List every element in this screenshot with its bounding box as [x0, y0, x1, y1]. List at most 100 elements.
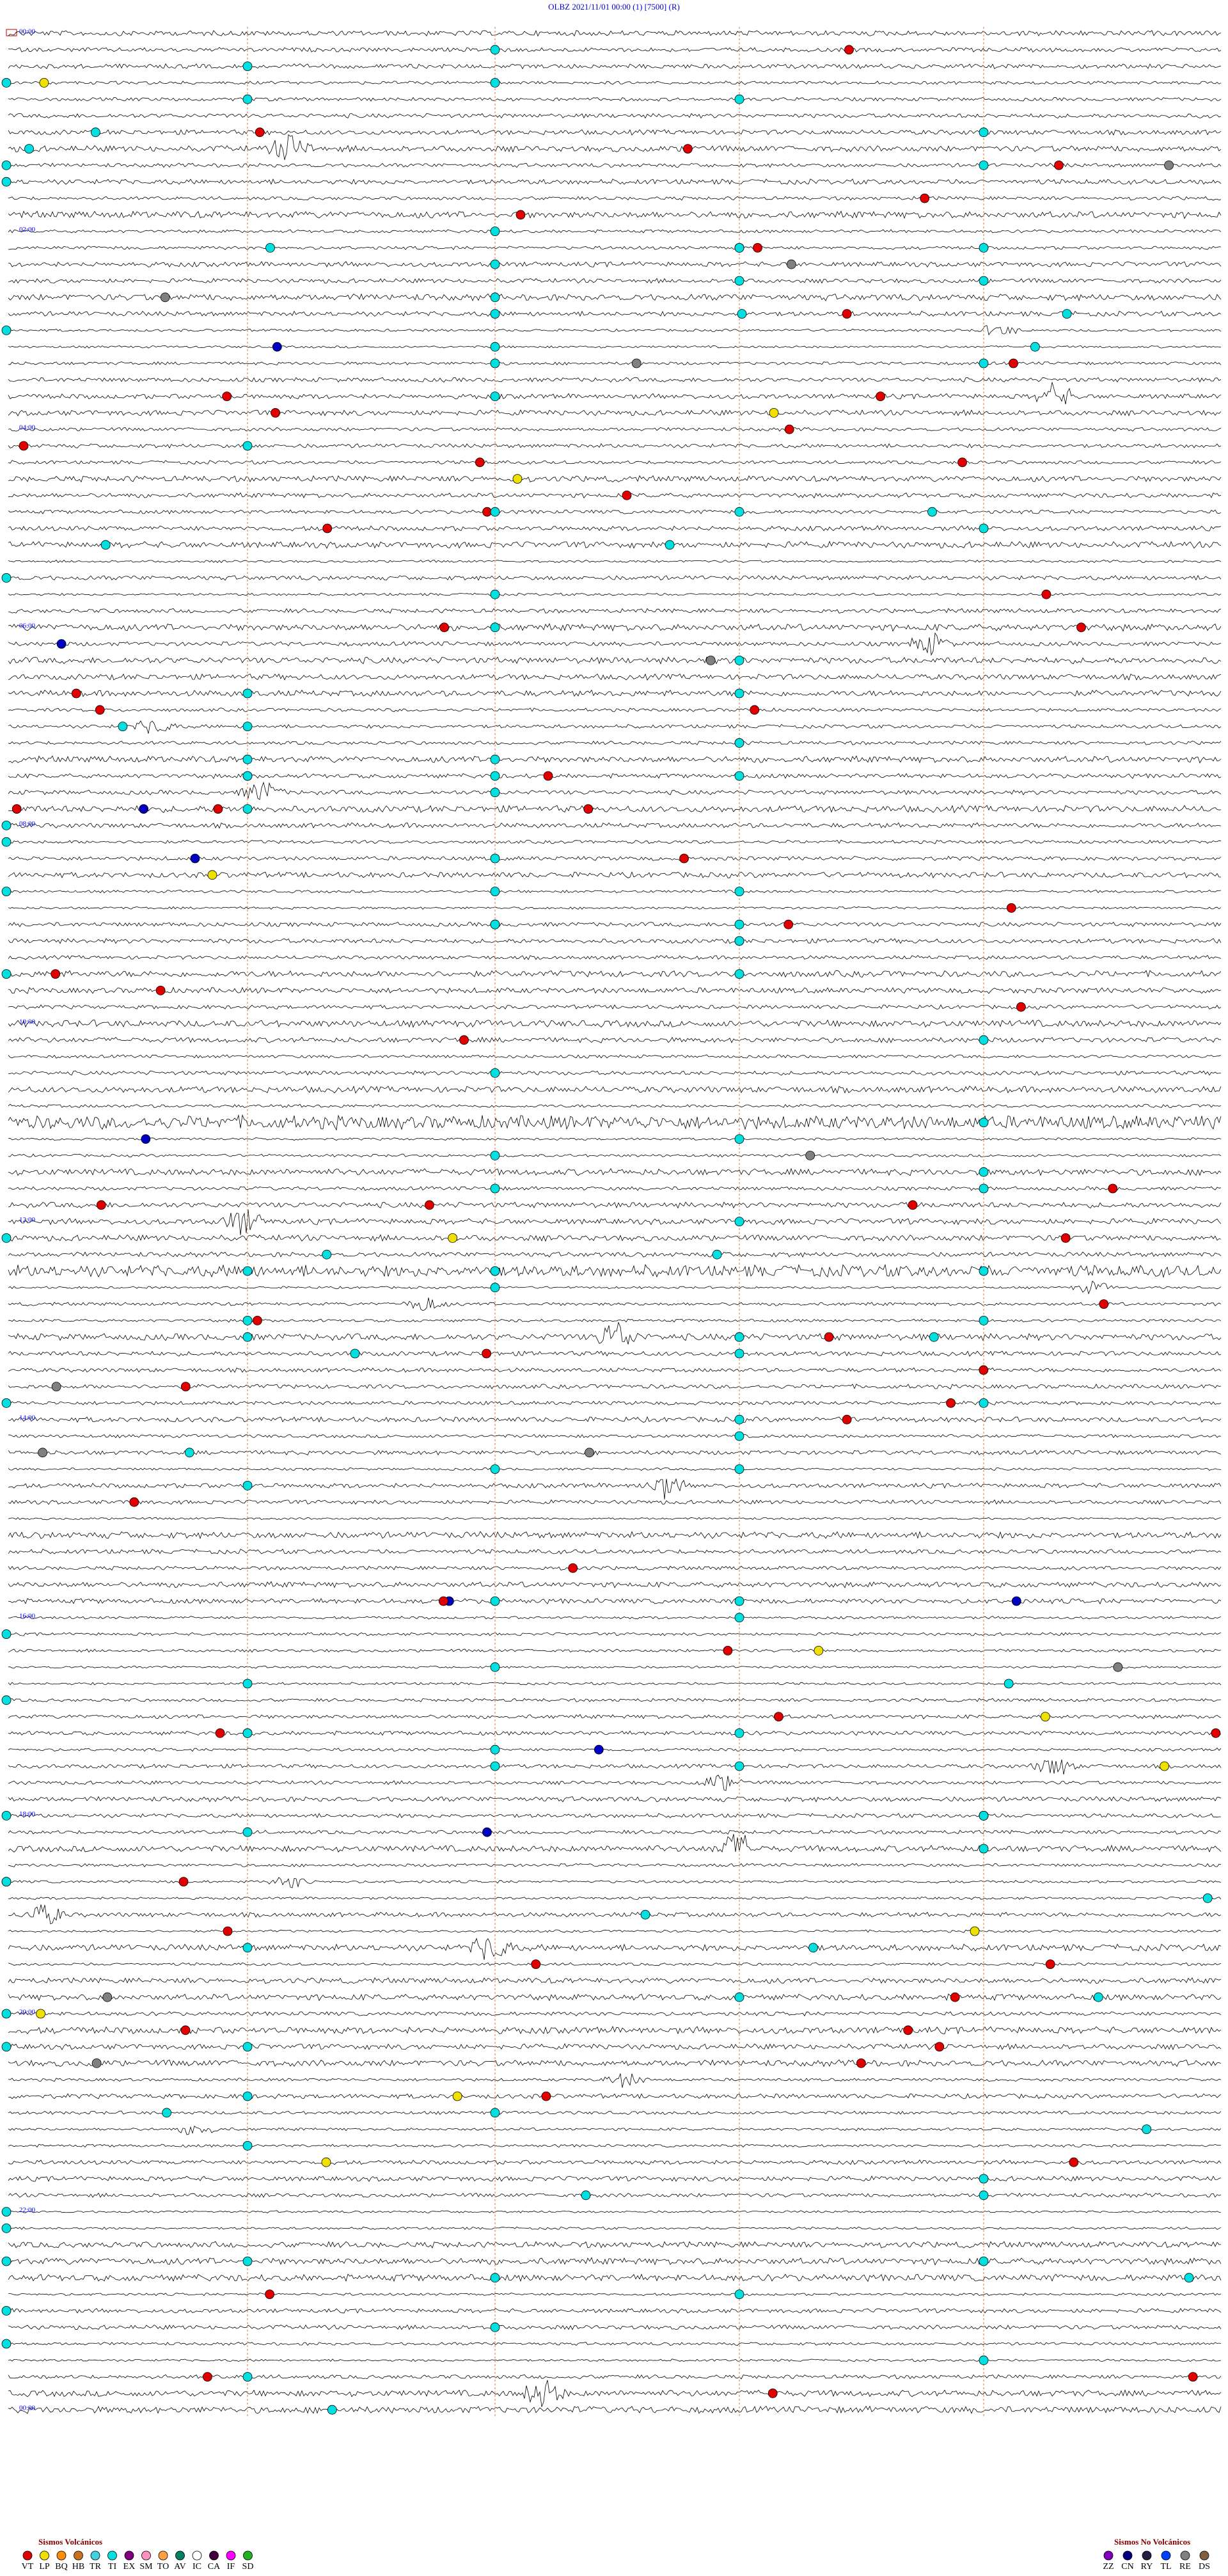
event-marker: [482, 507, 492, 517]
trace: [8, 1434, 1222, 1439]
trace: [8, 382, 1222, 405]
trace: [8, 1730, 1222, 1736]
event-marker: [844, 45, 854, 55]
trace: [8, 2210, 1221, 2213]
event-marker: [1, 2256, 12, 2266]
trace: [8, 2043, 1222, 2051]
event-marker: [242, 441, 253, 451]
event-marker: [155, 986, 166, 995]
trace: [8, 689, 1222, 697]
legend-label: VT: [22, 2562, 34, 2572]
trace: [8, 1281, 1222, 1295]
event-marker: [184, 1448, 194, 1458]
event-marker: [734, 1217, 744, 1226]
trace: [8, 970, 1222, 978]
trace: [8, 1698, 1222, 1702]
event-marker: [207, 870, 217, 880]
event-marker: [1, 969, 12, 979]
event-marker: [737, 309, 747, 319]
event-marker: [734, 1348, 744, 1359]
event-marker: [876, 391, 885, 401]
event-marker: [1, 1233, 12, 1243]
trace: [8, 443, 1222, 449]
event-marker: [242, 1480, 253, 1490]
event-marker: [805, 1151, 815, 1160]
trace: [8, 1350, 1222, 1357]
event-marker: [490, 754, 500, 764]
legend-swatch: [74, 2550, 83, 2561]
event-marker: [734, 1761, 744, 1771]
legend-swatch: [1199, 2550, 1209, 2561]
event-marker: [979, 358, 989, 368]
trace: [8, 345, 1222, 349]
event-marker: [490, 507, 500, 517]
trace: [8, 196, 1222, 201]
trace: [8, 409, 1222, 416]
event-marker: [712, 1249, 722, 1260]
event-marker: [90, 127, 100, 138]
event-marker: [439, 1596, 448, 1606]
event-marker: [12, 804, 22, 814]
event-marker: [683, 144, 693, 154]
time-label: 22:00: [19, 2206, 36, 2214]
event-marker: [1060, 1233, 1071, 1243]
trace: [8, 1318, 1222, 1323]
trace: [8, 2342, 1222, 2346]
trace: [8, 1938, 1222, 1960]
event-marker: [96, 1200, 106, 1210]
event-marker: [271, 408, 281, 418]
event-marker: [490, 1266, 500, 1276]
event-marker: [1, 2207, 12, 2217]
trace: [8, 2159, 1222, 2165]
event-marker: [734, 276, 744, 286]
legend-label: TI: [108, 2562, 117, 2572]
trace: [8, 2011, 1222, 2017]
trace: [8, 938, 1222, 944]
event-marker: [490, 309, 500, 319]
event-marker: [180, 2025, 191, 2035]
trace: [8, 1834, 1222, 1853]
trace: [8, 1070, 1222, 1076]
trace: [8, 210, 1222, 219]
trace: [8, 1549, 1222, 1555]
event-marker: [242, 2372, 253, 2382]
event-marker: [490, 1744, 500, 1755]
trace: [8, 325, 1222, 336]
event-marker: [1, 2009, 12, 2019]
event-marker: [594, 1744, 604, 1755]
event-marker: [490, 342, 500, 352]
event-marker: [753, 242, 762, 253]
trace: [8, 1714, 1222, 1719]
event-marker: [1, 821, 12, 830]
event-marker: [242, 61, 253, 71]
trace: [8, 1263, 1222, 1279]
event-marker: [979, 523, 989, 533]
trace: [8, 922, 1222, 928]
event-marker: [842, 309, 852, 319]
trace: [8, 1632, 1222, 1636]
event-marker: [920, 193, 930, 203]
trace: [8, 1796, 1222, 1803]
trace: [8, 134, 1222, 161]
trace: [8, 1517, 1222, 1521]
event-marker: [734, 1332, 744, 1342]
event-marker: [979, 1398, 989, 1408]
event-marker: [734, 1431, 744, 1441]
event-marker: [734, 1414, 744, 1425]
trace: [8, 1400, 1222, 1406]
trace: [8, 377, 1222, 383]
time-label: 02:00: [19, 226, 36, 233]
event-marker: [1188, 2372, 1198, 2382]
event-marker: [490, 77, 500, 88]
event-marker: [102, 1992, 113, 2002]
event-marker: [71, 688, 81, 699]
trace: [8, 460, 1222, 465]
trace: [8, 1114, 1222, 1131]
event-marker: [568, 1563, 578, 1573]
event-marker: [750, 705, 760, 715]
legend-title: Sismos No Volcánicos: [1114, 2537, 1190, 2547]
trace: [8, 1153, 1222, 1158]
trace: [8, 889, 1222, 894]
event-marker: [215, 1728, 225, 1738]
event-marker: [1160, 1761, 1169, 1771]
